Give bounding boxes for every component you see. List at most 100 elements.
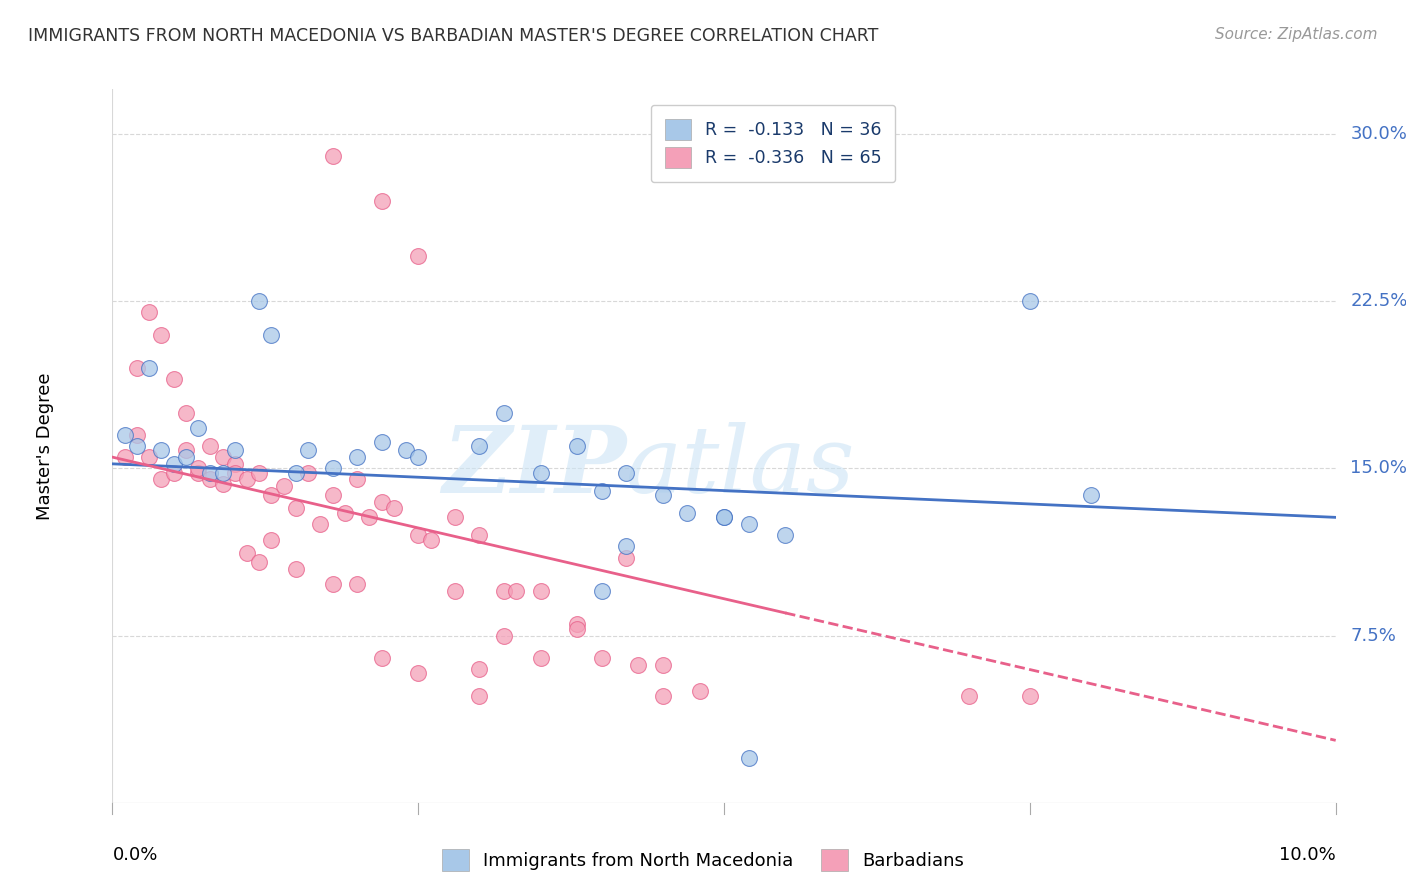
Point <box>591 583 613 598</box>
Point <box>284 562 308 576</box>
Point <box>530 466 553 480</box>
Point <box>346 473 368 487</box>
Point <box>468 439 491 453</box>
Point <box>247 293 270 308</box>
Point <box>444 583 467 598</box>
Point <box>370 194 392 208</box>
Point <box>652 657 675 672</box>
Point <box>713 510 735 524</box>
Legend: R =  -0.133   N = 36, R =  -0.336   N = 65: R = -0.133 N = 36, R = -0.336 N = 65 <box>651 105 896 182</box>
Point <box>211 466 233 480</box>
Point <box>492 628 515 642</box>
Point <box>187 461 209 475</box>
Point <box>395 443 418 458</box>
Point <box>114 450 136 465</box>
Point <box>591 651 613 665</box>
Point <box>150 327 173 342</box>
Point <box>309 517 332 532</box>
Point <box>150 473 173 487</box>
Point <box>125 360 148 375</box>
Point <box>200 473 222 487</box>
Point <box>114 427 136 442</box>
Point <box>138 450 160 465</box>
Point <box>567 622 589 636</box>
Point <box>200 439 222 453</box>
Point <box>273 479 295 493</box>
Point <box>297 443 319 458</box>
Text: 22.5%: 22.5% <box>1350 292 1406 310</box>
Point <box>260 533 283 547</box>
Point <box>408 528 430 542</box>
Point <box>370 434 392 449</box>
Point <box>125 439 148 453</box>
Point <box>468 689 491 703</box>
Point <box>297 466 319 480</box>
Point <box>224 443 246 458</box>
Point <box>322 488 344 502</box>
Point <box>408 666 430 681</box>
Point <box>614 466 637 480</box>
Point <box>163 372 186 386</box>
Point <box>247 555 270 569</box>
Point <box>652 689 675 703</box>
Text: 7.5%: 7.5% <box>1350 626 1396 645</box>
Point <box>174 443 197 458</box>
Point <box>530 651 553 665</box>
Point <box>138 360 160 375</box>
Text: Source: ZipAtlas.com: Source: ZipAtlas.com <box>1215 27 1378 42</box>
Point <box>333 506 356 520</box>
Point <box>247 466 270 480</box>
Point <box>200 466 222 480</box>
Point <box>492 405 515 420</box>
Text: ZIP: ZIP <box>441 423 626 512</box>
Point <box>444 510 467 524</box>
Point <box>322 149 344 163</box>
Text: 0.0%: 0.0% <box>112 846 157 863</box>
Point <box>614 550 637 565</box>
Point <box>957 689 980 703</box>
Text: Master's Degree: Master's Degree <box>37 372 55 520</box>
Point <box>125 427 148 442</box>
Point <box>163 457 186 471</box>
Point <box>322 577 344 591</box>
Point <box>713 510 735 524</box>
Point <box>676 506 699 520</box>
Point <box>284 501 308 516</box>
Point <box>211 450 233 465</box>
Point <box>567 617 589 632</box>
Point <box>468 662 491 676</box>
Point <box>236 546 259 560</box>
Point <box>689 684 711 698</box>
Point <box>211 476 233 491</box>
Point <box>591 483 613 498</box>
Point <box>260 488 283 502</box>
Point <box>408 450 430 465</box>
Point <box>174 405 197 420</box>
Text: atlas: atlas <box>626 423 856 512</box>
Point <box>284 466 308 480</box>
Point <box>359 510 381 524</box>
Point <box>419 533 441 547</box>
Point <box>150 443 173 458</box>
Point <box>492 583 515 598</box>
Point <box>775 528 797 542</box>
Text: 15.0%: 15.0% <box>1350 459 1406 477</box>
Legend: Immigrants from North Macedonia, Barbadians: Immigrants from North Macedonia, Barbadi… <box>434 842 972 879</box>
Point <box>370 651 392 665</box>
Point <box>1018 293 1040 308</box>
Point <box>322 461 344 475</box>
Point <box>408 249 430 264</box>
Point <box>224 457 246 471</box>
Point <box>382 501 405 516</box>
Point <box>163 466 186 480</box>
Point <box>187 466 209 480</box>
Point <box>236 473 259 487</box>
Point <box>737 517 759 532</box>
Text: 10.0%: 10.0% <box>1279 846 1336 863</box>
Text: 30.0%: 30.0% <box>1350 125 1406 143</box>
Point <box>627 657 650 672</box>
Point <box>505 583 527 598</box>
Text: IMMIGRANTS FROM NORTH MACEDONIA VS BARBADIAN MASTER'S DEGREE CORRELATION CHART: IMMIGRANTS FROM NORTH MACEDONIA VS BARBA… <box>28 27 879 45</box>
Point <box>468 528 491 542</box>
Point <box>346 450 368 465</box>
